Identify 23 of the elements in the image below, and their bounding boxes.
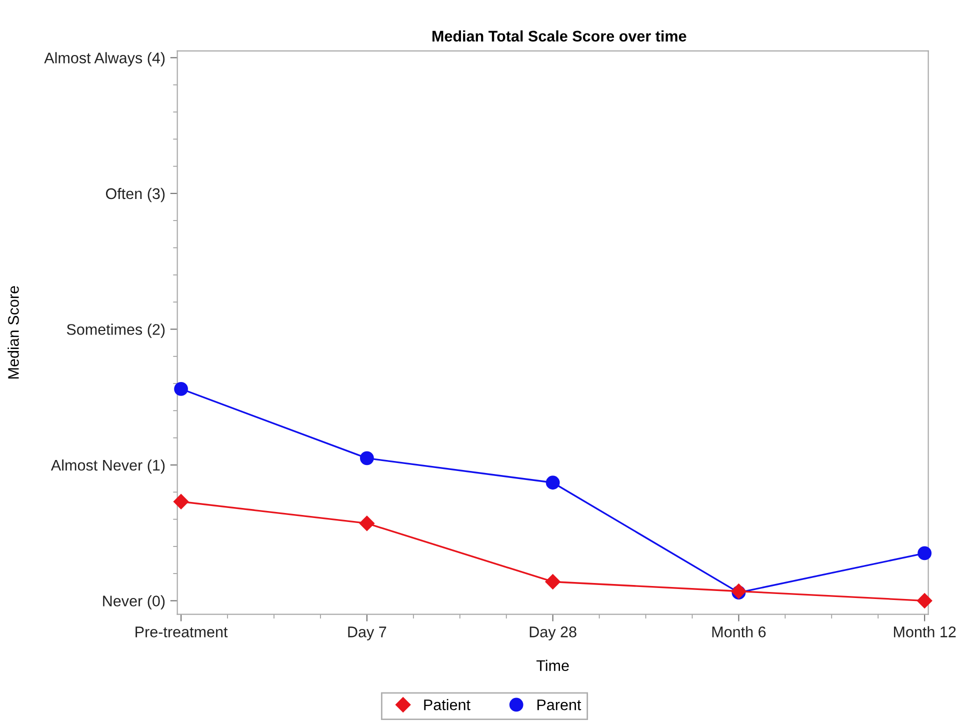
point bbox=[917, 593, 932, 608]
point bbox=[545, 574, 560, 590]
point bbox=[546, 476, 560, 490]
point bbox=[173, 494, 189, 510]
chart-subtitle: Median Total Scale Score over time bbox=[432, 30, 686, 42]
point bbox=[360, 451, 374, 466]
y-tick-label: Never (0) bbox=[103, 595, 165, 610]
y-axis-title: Median Score bbox=[8, 286, 19, 378]
point bbox=[174, 382, 188, 396]
legend-label: Patient bbox=[424, 699, 470, 710]
point bbox=[359, 516, 374, 531]
x-tick-label: Day 28 bbox=[530, 626, 576, 640]
legend-label: Parent bbox=[537, 700, 582, 710]
x-tick-label: Day 7 bbox=[348, 626, 386, 640]
y-tick-label: Often (3) bbox=[106, 188, 165, 202]
x-tick-label: Pre-treatment bbox=[136, 626, 228, 638]
x-axis-title: Time bbox=[536, 660, 569, 672]
y-tick-label: Almost Always (4) bbox=[44, 52, 165, 66]
y-tick-label: Sometimes (2) bbox=[66, 324, 165, 338]
point bbox=[918, 546, 932, 560]
y-tick-label: Almost Never (1) bbox=[50, 459, 165, 474]
x-tick-label: Month 12 bbox=[894, 626, 956, 638]
x-tick-label: Month 6 bbox=[712, 626, 766, 638]
